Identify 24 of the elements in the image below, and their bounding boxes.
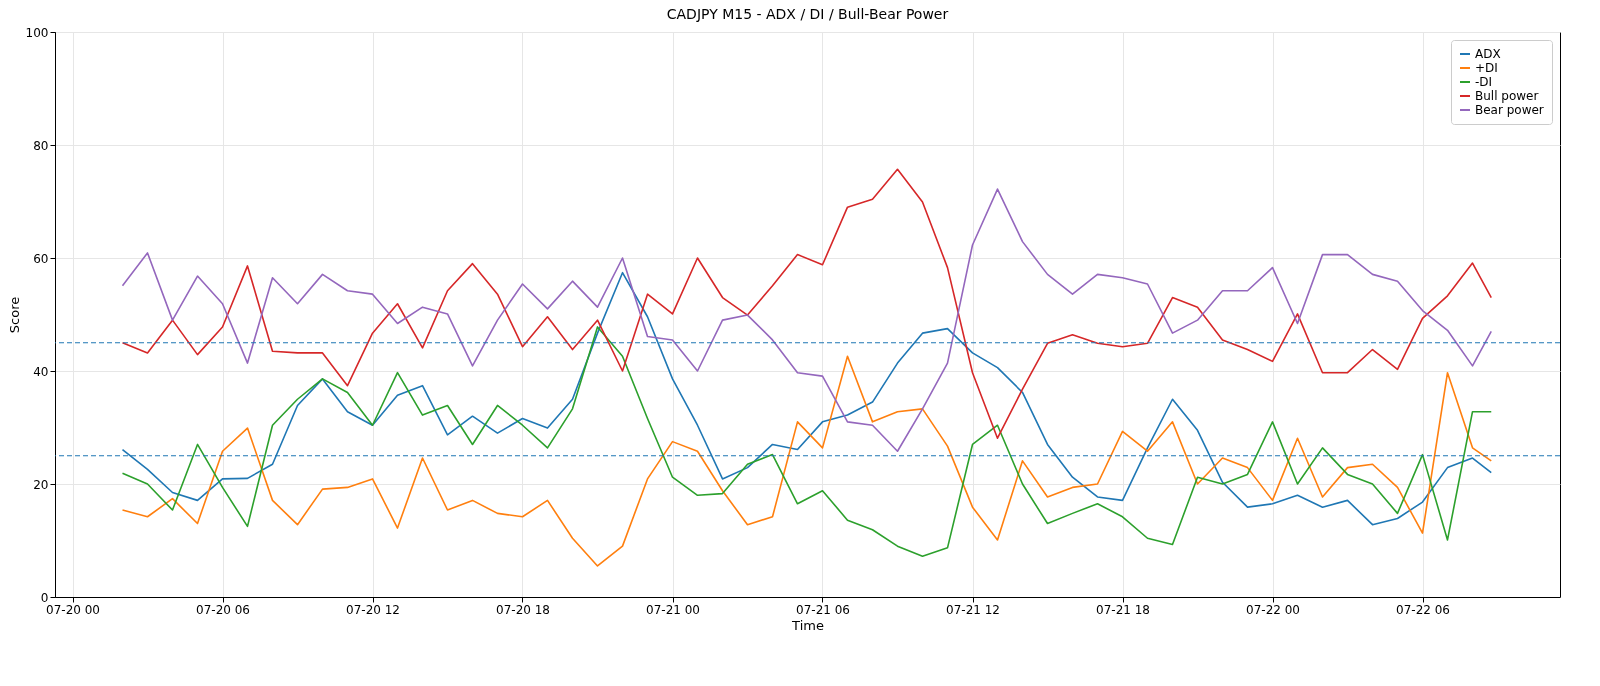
x-tick-label: 07-20 18	[496, 602, 550, 617]
x-tick-label: 07-21 18	[1096, 602, 1150, 617]
x-tick-label: 07-20 06	[196, 602, 250, 617]
chart-title: CADJPY M15 - ADX / DI / Bull-Bear Power	[666, 6, 949, 22]
legend-label: Bear power	[1475, 103, 1544, 117]
legend-label: -DI	[1475, 75, 1493, 89]
x-tick-label: 07-20 12	[346, 602, 400, 617]
x-tick-label: 07-21 00	[646, 602, 700, 617]
legend-label: Bull power	[1475, 89, 1539, 103]
y-tick-label: 100	[25, 25, 49, 40]
y-axis-title: Score	[6, 296, 22, 334]
y-tick-label: 0	[40, 590, 49, 605]
x-tick-label: 07-21 06	[796, 602, 850, 617]
x-tick-label: 07-22 00	[1246, 602, 1300, 617]
y-tick-label: 40	[33, 364, 49, 379]
y-tick-label: 80	[33, 138, 49, 153]
x-axis-title: Time	[791, 617, 824, 633]
y-tick-label: 60	[33, 251, 49, 266]
legend-label: +DI	[1475, 61, 1498, 75]
y-tick-label: 20	[33, 477, 49, 492]
legend-label: ADX	[1475, 47, 1501, 61]
x-tick-label: 07-20 00	[46, 602, 100, 617]
x-tick-label: 07-21 12	[946, 602, 1000, 617]
x-tick-label: 07-22 06	[1396, 602, 1450, 617]
